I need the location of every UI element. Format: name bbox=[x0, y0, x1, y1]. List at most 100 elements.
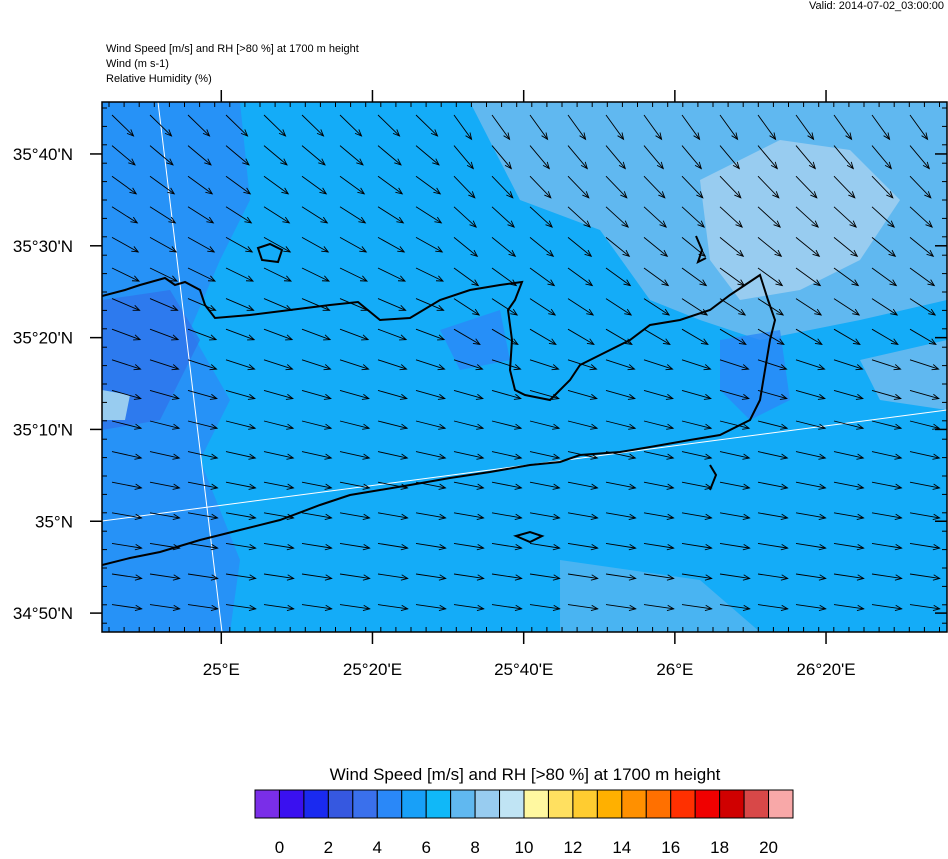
wind-head bbox=[244, 216, 253, 224]
wind-head bbox=[472, 338, 481, 345]
wind-head bbox=[476, 513, 485, 520]
colorbar-swatch bbox=[401, 789, 427, 819]
wind-arrow bbox=[909, 206, 933, 228]
wind-arrow bbox=[605, 481, 637, 490]
wind-shaft bbox=[415, 542, 446, 549]
wind-arrow bbox=[529, 389, 560, 400]
wind-head bbox=[248, 544, 257, 551]
wind-shaft bbox=[339, 481, 370, 489]
wind-shaft bbox=[605, 298, 632, 316]
wind-head bbox=[742, 423, 751, 430]
wind-head bbox=[400, 453, 409, 460]
wind-arrow bbox=[187, 237, 216, 253]
wind-arrow bbox=[529, 328, 557, 345]
wind-head bbox=[921, 132, 929, 141]
wind-head bbox=[243, 187, 252, 195]
wind-head bbox=[248, 513, 257, 520]
wind-head bbox=[738, 338, 747, 345]
wind-arrow bbox=[719, 298, 747, 316]
wind-arrow bbox=[301, 573, 333, 581]
wind-arrow bbox=[909, 604, 941, 612]
wind-shaft bbox=[681, 512, 712, 519]
wind-head bbox=[430, 129, 439, 137]
wind-shaft bbox=[871, 237, 896, 257]
wind-shaft bbox=[225, 206, 252, 224]
wind-shaft bbox=[871, 145, 892, 169]
wind-arrow bbox=[909, 389, 940, 400]
colorbar-label: 20 bbox=[759, 838, 778, 854]
wind-head bbox=[400, 513, 409, 520]
wind-arrow bbox=[415, 389, 446, 400]
wind-shaft bbox=[111, 573, 142, 579]
colorbar-title: Wind Speed [m/s] and RH [>80 %] at 1700 … bbox=[330, 765, 721, 784]
wind-shaft bbox=[377, 145, 402, 166]
wind-shaft bbox=[567, 420, 598, 429]
wind-arrow bbox=[111, 512, 143, 520]
wind-arrow bbox=[453, 206, 477, 228]
wind-head bbox=[361, 364, 370, 371]
wind-shaft bbox=[833, 206, 857, 228]
wind-head bbox=[129, 187, 138, 195]
wind-arrow bbox=[415, 237, 444, 253]
wind-arrow bbox=[605, 267, 632, 287]
wind-arrow bbox=[187, 267, 217, 282]
wind-shaft bbox=[605, 237, 630, 257]
wind-head bbox=[476, 604, 485, 612]
wind-head bbox=[932, 483, 941, 490]
wind-arrow bbox=[301, 298, 331, 311]
wind-shaft bbox=[605, 389, 635, 400]
wind-shaft bbox=[757, 389, 787, 400]
wind-head bbox=[855, 393, 864, 400]
wind-arrow bbox=[833, 420, 865, 430]
wind-head bbox=[818, 423, 827, 430]
wind-head bbox=[286, 423, 295, 430]
wind-shaft bbox=[377, 512, 408, 519]
wind-arrow bbox=[719, 267, 746, 287]
wind-shaft bbox=[301, 512, 332, 519]
wind-arrow bbox=[833, 114, 853, 141]
wind-head bbox=[589, 393, 598, 400]
wind-arrow bbox=[225, 481, 257, 490]
wind-head bbox=[850, 249, 859, 258]
wind-shaft bbox=[643, 237, 668, 257]
wind-arrow bbox=[491, 604, 523, 612]
wind-shaft bbox=[719, 328, 747, 345]
wind-shaft bbox=[111, 359, 141, 370]
wind-shaft bbox=[719, 237, 744, 257]
wind-arrow bbox=[339, 267, 369, 282]
wind-arrow bbox=[795, 512, 827, 520]
wind-arrow bbox=[263, 298, 293, 311]
wind-arrow bbox=[833, 512, 865, 520]
wind-arrow bbox=[605, 420, 637, 430]
wind-arrow bbox=[491, 175, 514, 199]
wind-shaft bbox=[719, 604, 750, 610]
wind-shaft bbox=[149, 420, 180, 429]
wind-head bbox=[932, 544, 941, 551]
colorbar-swatch bbox=[694, 789, 721, 819]
wind-shaft bbox=[415, 175, 441, 195]
wind-shaft bbox=[377, 573, 408, 579]
wind-arrow bbox=[871, 145, 893, 170]
wind-head bbox=[808, 161, 817, 170]
wind-shaft bbox=[871, 573, 902, 579]
wind-shaft bbox=[149, 206, 176, 224]
wind-shaft bbox=[111, 114, 134, 137]
wind-head bbox=[438, 453, 447, 460]
wind-head bbox=[286, 453, 295, 460]
wind-shaft bbox=[567, 237, 592, 257]
wind-head bbox=[167, 187, 176, 195]
wind-head bbox=[503, 132, 511, 141]
wind-head bbox=[286, 513, 295, 520]
wind-arrow bbox=[415, 145, 440, 166]
wind-shaft bbox=[719, 573, 750, 579]
wind-arrow bbox=[149, 298, 179, 311]
wind-head bbox=[552, 604, 561, 612]
wind-arrow bbox=[909, 573, 941, 581]
wind-head bbox=[358, 216, 367, 224]
wind-head bbox=[817, 364, 826, 371]
wind-head bbox=[514, 604, 523, 612]
wind-arrow bbox=[795, 145, 817, 170]
wind-head bbox=[893, 364, 902, 371]
wind-head bbox=[704, 574, 713, 581]
wind-arrow bbox=[453, 451, 485, 460]
